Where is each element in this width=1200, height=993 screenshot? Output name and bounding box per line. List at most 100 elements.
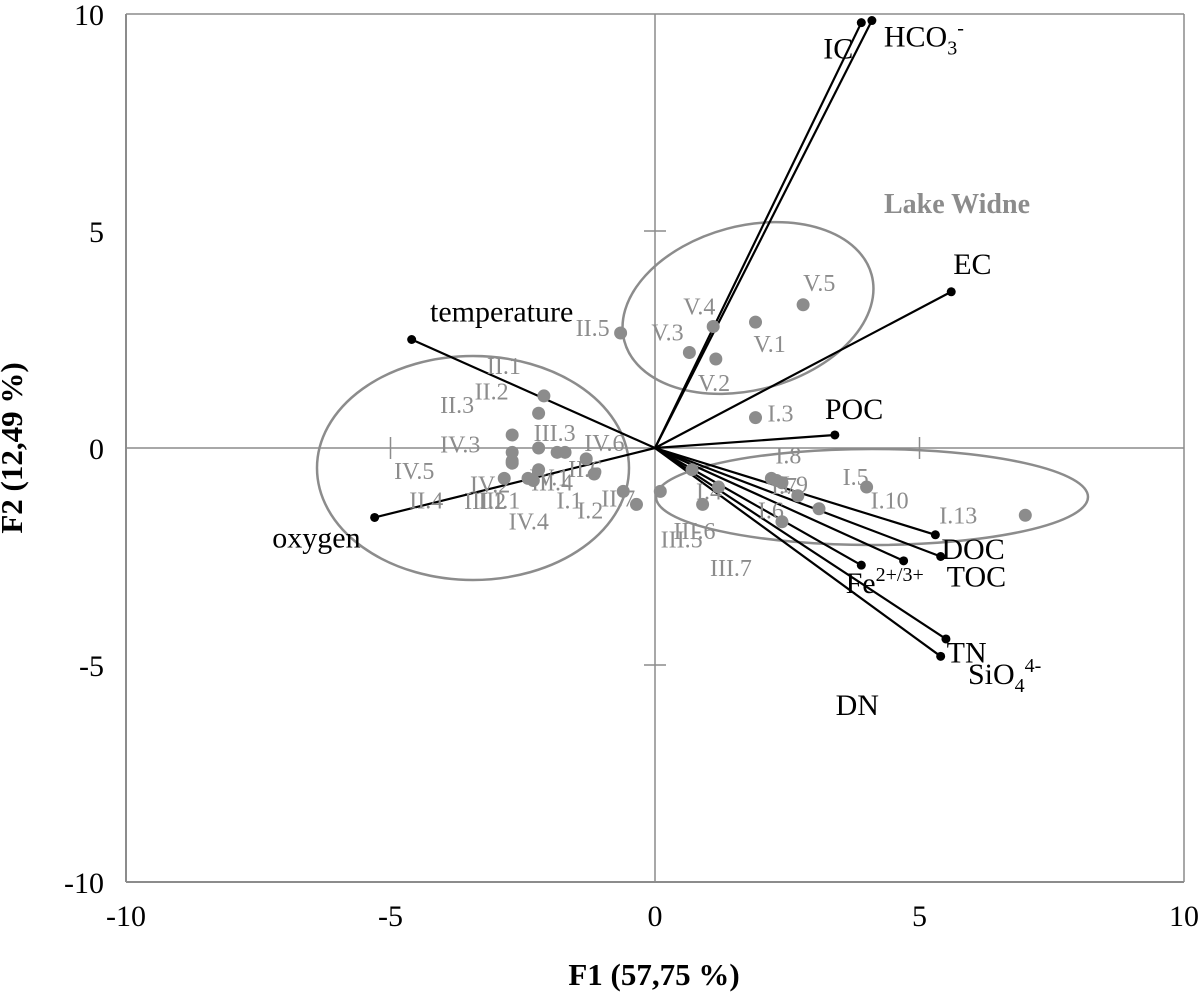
vector-endpoint	[830, 430, 840, 440]
observation-label: V.4	[683, 294, 715, 320]
variable-label: DOC	[941, 533, 1004, 566]
observation: III.7	[710, 515, 789, 582]
variable-vector: oxygen	[272, 446, 656, 554]
observation-label: II.5	[576, 316, 610, 342]
x-tick-label: 5	[912, 900, 927, 933]
observation-label: V.3	[651, 321, 683, 347]
observation-label: IV.3	[440, 432, 480, 458]
vector-line	[654, 290, 952, 449]
variable-vector: TN	[654, 447, 987, 669]
group-ellipse	[654, 447, 1090, 547]
observation: I.5	[843, 465, 874, 494]
x-tick-label: -5	[378, 900, 403, 933]
vector-endpoint	[856, 560, 866, 570]
observation: III.6	[673, 480, 725, 545]
y-tick-label: 10	[74, 0, 104, 32]
observation: I.2	[577, 484, 667, 524]
y-tick-label: 5	[89, 216, 104, 249]
vector-endpoint	[941, 634, 951, 644]
observation-label: I.3	[768, 402, 794, 428]
observation-point	[614, 326, 628, 340]
vector-line	[654, 447, 942, 658]
observation: V.4	[683, 294, 720, 333]
observation: V.2	[698, 352, 730, 397]
vector-line	[654, 433, 835, 450]
observation-label: I.8	[775, 443, 801, 469]
observation-point	[709, 352, 723, 366]
observation: I.10	[770, 474, 909, 515]
observation-point	[696, 497, 710, 511]
observation-point	[812, 502, 826, 516]
vector-line	[654, 22, 863, 449]
y-axis-title: F2 (12,49 %)	[0, 362, 29, 533]
observation-point	[1018, 508, 1032, 522]
observation: IV.6	[579, 431, 624, 466]
observation: I.6	[758, 489, 805, 525]
observation: IV.1	[529, 445, 569, 491]
variable-label: TN	[947, 636, 987, 669]
observation-label: II.7	[601, 486, 635, 512]
observation-point	[550, 445, 564, 459]
observation: II.7	[601, 484, 635, 512]
group-ellipse	[315, 354, 631, 582]
variable-label: EC	[953, 248, 991, 281]
observation-points: V.4 V.5 V.3 V.1 V.2 II.5 II.1II.2II.3 III.3 IV.3…	[394, 271, 1032, 582]
variable-vector: TOC	[654, 446, 1006, 594]
variable-label: temperature	[430, 296, 573, 329]
vector-line	[654, 20, 873, 449]
observation: III.3	[532, 421, 576, 455]
group-ellipse	[621, 220, 875, 396]
observation: II.5	[576, 316, 628, 342]
variable-label: DN	[836, 689, 879, 722]
observation-label: I.9	[782, 473, 808, 499]
observation-point	[796, 298, 810, 312]
observation-label: IV.4	[509, 510, 549, 536]
vector-endpoint	[856, 18, 866, 28]
observation-point	[749, 315, 763, 329]
observation-point	[860, 480, 874, 494]
y-tick-label: 0	[89, 433, 104, 466]
observation-label: III.1	[478, 489, 520, 515]
observation-label: IV.6	[584, 431, 624, 457]
variable-label: POC	[825, 393, 883, 426]
vector-endpoint	[407, 335, 417, 344]
observation-point	[532, 406, 546, 420]
observation: I.1	[556, 488, 643, 514]
observation-point	[685, 463, 699, 477]
observation: III.5	[661, 497, 710, 553]
observation: II.6	[568, 457, 602, 483]
variable-label: TOC	[947, 561, 1006, 594]
vector-line	[374, 446, 656, 519]
observation: II.1	[487, 354, 551, 403]
vector-line	[411, 338, 656, 450]
observation-point	[587, 467, 601, 481]
x-tick-label: 0	[648, 900, 663, 933]
observation-point	[532, 441, 546, 455]
observation-label: III.4	[531, 470, 573, 496]
vector-endpoint	[899, 556, 909, 566]
group-label: Lake Widne	[884, 189, 1030, 220]
observation-point	[682, 346, 696, 360]
observation: II.3	[440, 393, 519, 442]
observation-label: III.6	[673, 519, 715, 545]
observation-label: I.10	[871, 489, 909, 515]
observation-point	[505, 454, 519, 468]
observation-point	[770, 474, 784, 488]
observation-point	[629, 497, 643, 511]
observation-label: I.5	[843, 465, 869, 491]
observation-label: I.1	[556, 488, 582, 514]
variable-vector: EC	[654, 248, 992, 449]
observation: II.4	[409, 471, 511, 514]
observation: I.8	[764, 443, 801, 485]
x-tick-label: 10	[1169, 900, 1199, 933]
observation-point	[579, 452, 593, 466]
variable-label: SiO44-	[968, 655, 1041, 697]
observation-label: II.4	[409, 488, 443, 514]
observation-label: V.2	[698, 371, 730, 397]
observation: I.3	[749, 402, 794, 428]
variable-vector: SiO44-	[654, 447, 1041, 697]
observation-label: III.5	[661, 527, 703, 553]
tick-labels: -10 -5 0 5 10 -10 -5 0 5 10	[64, 0, 1199, 933]
observation-label: I.6	[758, 499, 784, 525]
vector-line	[654, 446, 942, 558]
